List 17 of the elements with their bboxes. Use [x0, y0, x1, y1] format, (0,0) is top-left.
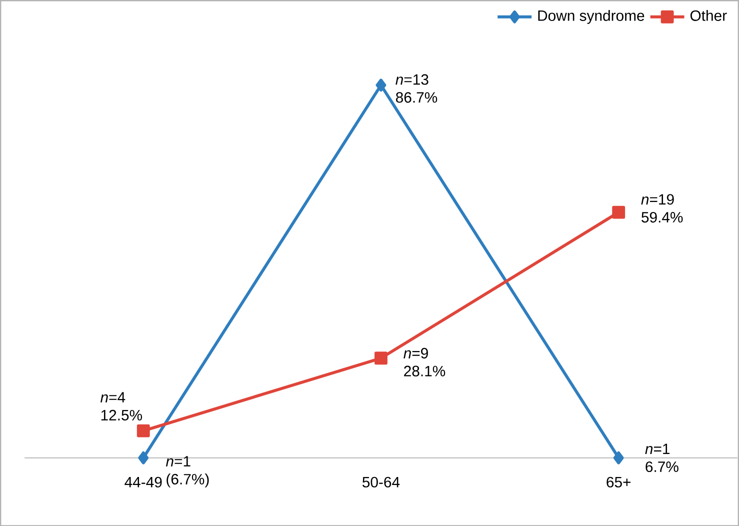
data-label: n=1 (6.7%): [166, 456, 209, 488]
x-tick-label: 44-49: [124, 476, 162, 488]
point: [374, 352, 388, 364]
data-label: n=9 28.1%: [404, 348, 446, 376]
x-tick-label: 50-64: [362, 476, 400, 488]
data-label: n=4 12.5%: [100, 392, 142, 420]
point: [613, 451, 624, 464]
point: [612, 206, 626, 219]
data-label: n=13 86.7%: [396, 74, 438, 103]
point: [138, 451, 149, 464]
legend-label: Down syndrome: [538, 10, 644, 24]
point: [376, 78, 386, 92]
data-label: n=19 59.4%: [641, 194, 683, 222]
x-tick-label: 65+: [606, 476, 631, 488]
point: [136, 424, 150, 438]
legend-label: Other: [690, 10, 727, 21]
data-label: n=1 6.7%: [645, 444, 678, 472]
